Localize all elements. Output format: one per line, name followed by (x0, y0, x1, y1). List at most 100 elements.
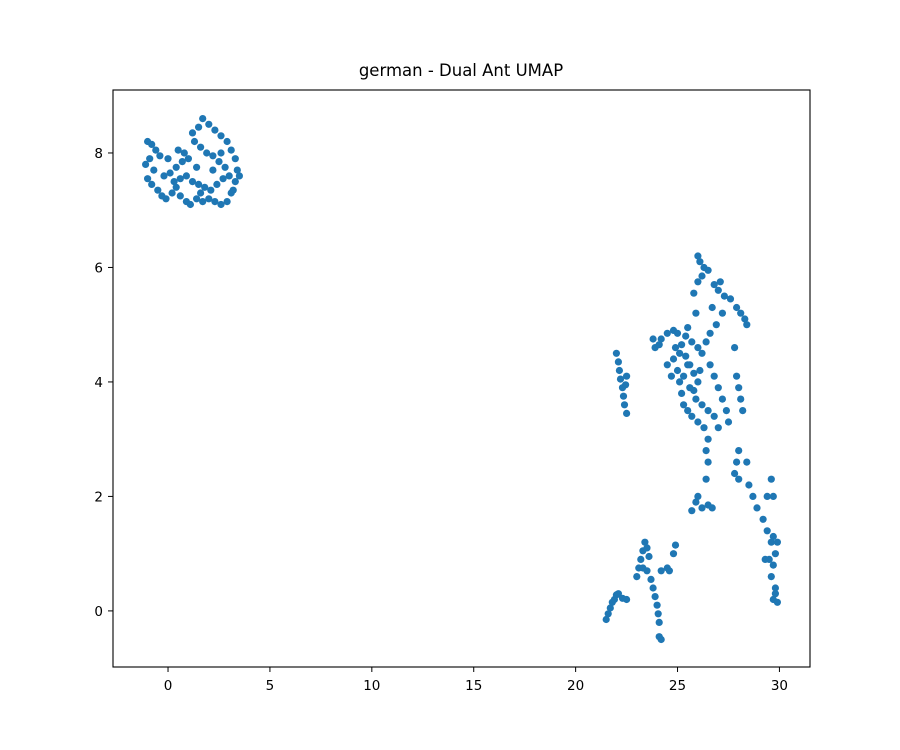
data-point (231, 178, 239, 186)
data-point (215, 158, 223, 166)
data-point (201, 183, 209, 191)
data-point (702, 475, 710, 483)
data-point (619, 392, 628, 400)
data-point (733, 372, 741, 380)
data-point (694, 418, 702, 426)
data-point (180, 149, 188, 157)
data-point (743, 458, 751, 466)
data-point (219, 175, 227, 183)
data-point (767, 475, 775, 483)
data-point (188, 178, 197, 186)
data-point (718, 395, 727, 403)
data-point (696, 366, 704, 375)
data-point (221, 163, 229, 171)
data-point (745, 481, 753, 489)
data-point (669, 550, 678, 558)
data-point (682, 332, 690, 340)
data-point (731, 344, 739, 352)
data-point (614, 590, 623, 598)
data-point (737, 309, 745, 317)
y-tick-label: 8 (94, 146, 103, 162)
data-point (176, 175, 184, 183)
data-point (684, 407, 692, 415)
data-point (164, 155, 172, 163)
data-point (645, 552, 653, 561)
data-point (213, 180, 221, 188)
plot-frame (112, 89, 811, 668)
data-point (698, 349, 706, 357)
x-tick-label: 5 (266, 678, 275, 694)
data-point (680, 401, 688, 409)
data-point (680, 372, 688, 380)
data-point (733, 303, 741, 312)
data-point (763, 527, 771, 535)
data-point (688, 507, 696, 515)
data-point (753, 504, 761, 512)
data-point (614, 358, 623, 366)
x-tick-label: 0 (164, 678, 173, 694)
data-point (148, 180, 156, 188)
data-point (735, 475, 743, 483)
data-point (694, 278, 702, 286)
data-point (761, 555, 769, 564)
data-point (720, 292, 729, 300)
data-point (657, 635, 665, 644)
data-point (604, 610, 612, 618)
data-point (663, 361, 671, 369)
data-point (773, 598, 782, 606)
data-point (657, 567, 665, 575)
x-tick-label: 20 (567, 678, 584, 694)
data-point (704, 435, 712, 443)
data-point (146, 155, 154, 163)
data-point (195, 180, 203, 188)
data-point (673, 329, 682, 337)
data-point (217, 200, 225, 209)
data-point (694, 378, 702, 386)
data-point (615, 366, 624, 375)
data-point (217, 149, 225, 157)
data-point (724, 418, 733, 426)
data-point (737, 395, 745, 403)
data-point (211, 126, 219, 134)
data-point (606, 604, 614, 612)
data-point (211, 198, 219, 206)
data-point (743, 321, 751, 329)
data-point (655, 618, 663, 627)
data-point (733, 458, 741, 466)
data-point (150, 166, 158, 174)
data-point (767, 538, 775, 546)
data-point (694, 492, 702, 500)
data-point (651, 593, 659, 601)
data-point (712, 321, 720, 329)
data-point (154, 186, 162, 194)
x-tick-label: 15 (465, 678, 482, 694)
data-point (710, 372, 718, 380)
data-point (197, 143, 205, 151)
data-point (708, 303, 716, 312)
data-point (142, 160, 150, 168)
data-point (209, 166, 217, 174)
data-point (714, 384, 722, 392)
data-point (223, 137, 231, 146)
data-point (669, 355, 678, 363)
data-point (767, 573, 775, 581)
data-point (710, 281, 718, 289)
data-point (702, 338, 710, 346)
data-point (235, 172, 243, 180)
data-point (148, 140, 156, 148)
data-point (152, 146, 160, 154)
data-point (655, 341, 663, 349)
data-point (692, 395, 700, 403)
data-point (205, 195, 213, 203)
data-point (722, 407, 731, 415)
data-point (696, 258, 704, 266)
data-point (197, 189, 205, 197)
y-tick-label: 6 (94, 260, 103, 276)
data-point (623, 372, 631, 380)
data-point (195, 123, 203, 131)
x-axis: 0 5 10 15 20 25 30 (164, 667, 788, 694)
data-point (663, 329, 671, 337)
data-point (735, 447, 743, 455)
data-point (168, 189, 176, 197)
